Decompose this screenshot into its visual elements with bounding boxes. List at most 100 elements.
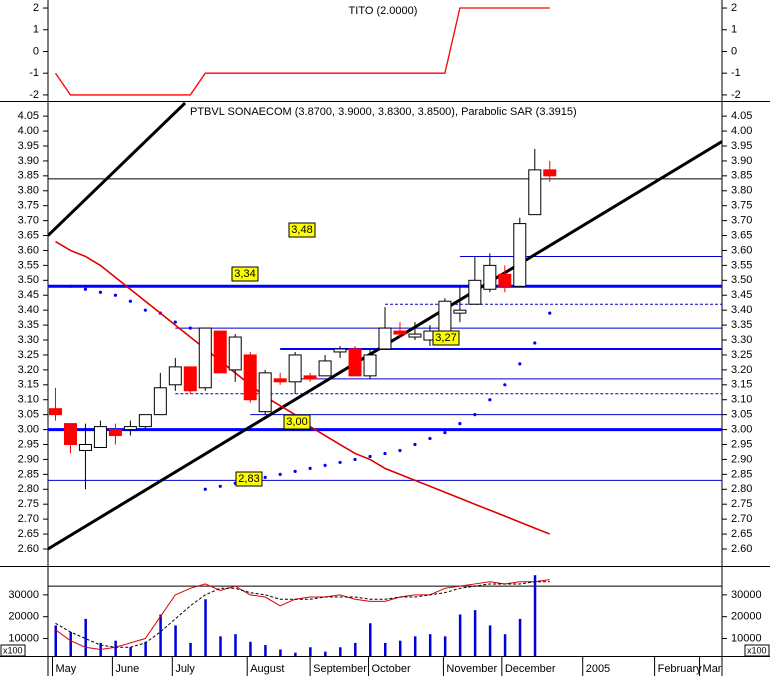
y-tick-label: 3.60 <box>18 244 39 256</box>
sar-dot <box>98 290 103 294</box>
x-tick-label: Mar <box>703 663 722 675</box>
y-tick-label: 3.45 <box>18 289 39 301</box>
level-label-box <box>283 414 311 430</box>
sar-dot <box>413 442 417 447</box>
y-tick-label: 3.00 <box>731 423 752 435</box>
sar-dot <box>488 398 492 402</box>
volume-unit: x100 <box>747 645 767 655</box>
candle-body <box>333 348 347 353</box>
level-label: 3,00 <box>286 416 307 428</box>
y-tick-label: 4.05 <box>731 110 752 122</box>
candle-body <box>363 354 377 377</box>
candle-body <box>213 330 227 374</box>
volume-bar <box>234 634 237 656</box>
y-tick-label: 2.75 <box>731 498 752 510</box>
x-tick-label: February <box>658 663 703 675</box>
y-tick-label: 3.80 <box>731 185 752 197</box>
y-tick-label: 3.85 <box>731 170 752 182</box>
candle-body <box>348 348 362 377</box>
volume-bar <box>219 636 222 656</box>
level-label-box <box>288 222 316 238</box>
y-tick-label: 2.60 <box>731 543 752 555</box>
candle-body <box>243 354 257 401</box>
volume-bar <box>503 634 507 656</box>
y-tick-label: 2.95 <box>18 438 39 450</box>
y-tick-label: 20000 <box>8 611 39 623</box>
y-tick-label: 4.00 <box>18 125 39 137</box>
y-tick-label: 2.70 <box>18 513 39 525</box>
candle-body <box>78 444 92 451</box>
candle-body <box>453 309 467 314</box>
volume-bar <box>443 636 447 656</box>
candle-body <box>183 366 197 392</box>
volume-bar <box>473 610 477 656</box>
volume-average <box>55 579 550 650</box>
y-tick-label: 2.90 <box>18 453 39 465</box>
y-tick-label: 30000 <box>8 589 39 601</box>
y-tick-label: 3.60 <box>731 244 752 256</box>
candle-body <box>528 169 542 216</box>
y-tick-label: 4.05 <box>18 110 39 122</box>
sar-dot <box>338 460 342 465</box>
candle-body <box>123 426 137 431</box>
y-tick-label: 3.95 <box>731 140 752 152</box>
volume-bar <box>144 641 147 656</box>
volume-bar <box>294 652 297 656</box>
candle-body <box>48 408 62 416</box>
y-tick-label: 30000 <box>731 589 762 601</box>
plot-area <box>54 7 550 96</box>
y-tick-label: 3.00 <box>18 423 39 435</box>
y-tick-label: 3.70 <box>18 215 39 227</box>
y-tick-label: 2.60 <box>18 543 39 555</box>
y-tick-label: 4.00 <box>731 125 752 137</box>
y-tick-label: 1 <box>33 24 39 36</box>
sar-dot <box>533 341 537 345</box>
y-tick-label: 3.40 <box>731 304 752 316</box>
y-tick-label: 3.55 <box>731 259 752 271</box>
plot-area <box>48 102 722 551</box>
y-tick-label: 3.30 <box>731 334 752 346</box>
sar-dot <box>173 320 177 324</box>
volume-bar <box>189 642 192 656</box>
volume-bar <box>384 642 387 656</box>
y-tick-label: -2 <box>29 89 39 101</box>
y-tick-label: 3.25 <box>18 349 39 361</box>
y-tick-label: 2.80 <box>731 483 752 495</box>
level-label-box <box>432 330 460 346</box>
level-label-box <box>231 266 259 282</box>
y-tick-label: 3.10 <box>731 394 752 406</box>
x-tick-label: August <box>250 663 284 675</box>
y-tick-label: 3.90 <box>731 155 752 167</box>
volume-bar <box>324 651 327 656</box>
y-tick-label: 3.10 <box>18 394 39 406</box>
candle-body <box>303 375 317 380</box>
y-tick-label: 1 <box>731 24 737 36</box>
x-tick-label: December <box>505 663 556 675</box>
y-tick-label: 3.80 <box>18 185 39 197</box>
volume-bar <box>159 614 162 656</box>
sar-dot <box>428 436 432 441</box>
candle-body <box>408 333 422 338</box>
y-tick-label: 3.65 <box>18 229 39 241</box>
x-tick-label: June <box>115 663 139 675</box>
y-tick-label: 3.55 <box>18 259 39 271</box>
candle-body <box>438 300 452 332</box>
sar-dot <box>128 299 132 303</box>
y-tick-label: 0 <box>33 45 39 57</box>
sar-dot <box>278 472 282 476</box>
sar-dot <box>263 475 267 479</box>
plot-area <box>48 575 722 656</box>
candle-body <box>198 327 212 389</box>
sar-dot <box>368 454 372 459</box>
sar-dot <box>83 287 88 291</box>
y-tick-label: 10000 <box>731 632 762 644</box>
volume-bar <box>428 634 432 656</box>
volume-bar <box>279 649 282 656</box>
y-tick-label: 2.90 <box>731 453 752 465</box>
sar-dot <box>353 457 357 462</box>
x-tick-label: September <box>313 663 367 675</box>
volume-bar <box>533 575 537 656</box>
candle-body <box>483 264 497 290</box>
y-tick-label: -1 <box>731 67 741 79</box>
y-tick-label: 2.65 <box>18 528 39 540</box>
